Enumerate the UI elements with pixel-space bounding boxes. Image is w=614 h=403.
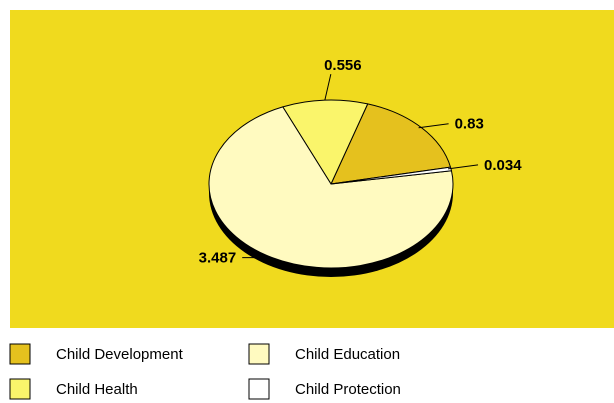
legend-swatch-child-development bbox=[9, 343, 31, 365]
legend-swatch-child-health bbox=[9, 378, 31, 400]
data-label-child-health: 0.556 bbox=[324, 57, 362, 74]
data-label-layer: 0.83 0.556 3.487 0.034 bbox=[199, 57, 523, 266]
data-label-child-education: 3.487 bbox=[199, 250, 237, 267]
legend: Child Development Child Education Child He… bbox=[9, 343, 401, 400]
legend-label-child-development: Child Development bbox=[56, 346, 184, 363]
leader-line-child-protection bbox=[447, 164, 479, 170]
legend-label-child-education: Child Education bbox=[295, 346, 400, 363]
data-label-child-protection: 0.034 bbox=[484, 157, 522, 174]
legend-swatch-child-protection bbox=[248, 378, 270, 400]
pie-layer bbox=[208, 99, 454, 277]
legend-swatch-child-education bbox=[248, 343, 270, 365]
leader-line-child-development bbox=[418, 123, 449, 129]
data-label-child-development: 0.83 bbox=[455, 116, 484, 133]
legend-label-child-health: Child Health bbox=[56, 381, 138, 398]
leader-line-child-health bbox=[324, 73, 332, 101]
legend-label-child-protection: Child Protection bbox=[295, 381, 401, 398]
